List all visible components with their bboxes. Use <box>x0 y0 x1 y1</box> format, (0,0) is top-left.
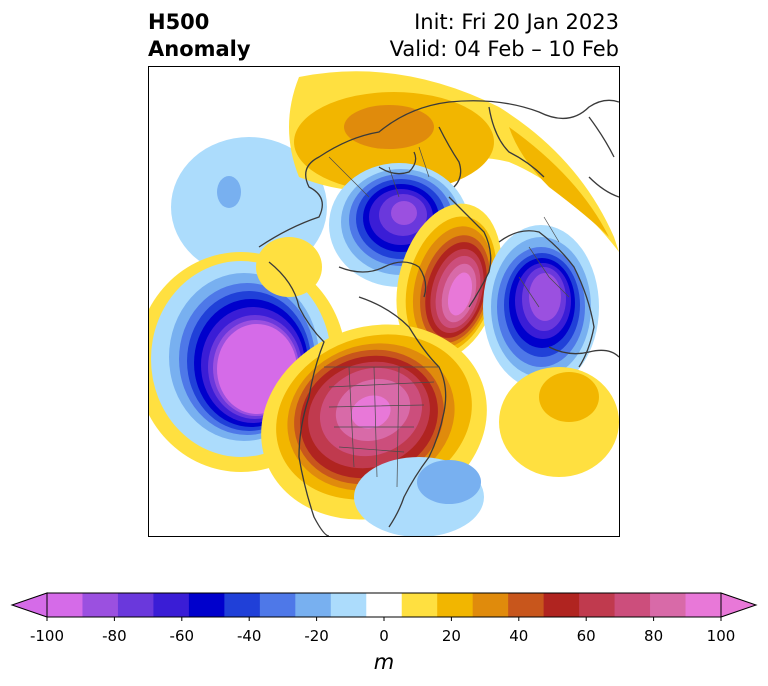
colorbar-tick-label: -40 <box>236 627 262 645</box>
colorbar-unit-label: m <box>373 650 395 674</box>
colorbar-swatch <box>543 593 580 617</box>
colorbar-tick-label: -80 <box>102 627 127 645</box>
colorbar-tick-label: -100 <box>29 627 65 645</box>
negative-anomaly-region-subtropical-atlantic <box>354 457 484 536</box>
colorbar-swatch <box>614 593 651 617</box>
colorbar <box>10 592 758 621</box>
colorbar-swatch <box>366 593 403 617</box>
colorbar-swatch <box>259 593 296 617</box>
colorbar-tick-label: 80 <box>644 627 664 645</box>
positive-anomaly-region-alaska <box>256 237 322 297</box>
colorbar-tick-label: 60 <box>576 627 596 645</box>
valid-range-label: Valid: 04 Feb – 10 Feb <box>389 37 619 61</box>
colorbar-swatch <box>579 593 616 617</box>
colorbar-swatch <box>685 593 722 617</box>
colorbar-tick-label: 20 <box>441 627 461 645</box>
colorbar-tick-label: 0 <box>379 627 389 645</box>
colorbar-swatch <box>295 593 332 617</box>
colorbar-tick-label: 100 <box>706 627 736 645</box>
positive-anomaly-region-arctic <box>289 71 619 253</box>
colorbar-tick-label: -60 <box>169 627 195 645</box>
colorbar-tick-label: -20 <box>304 627 329 645</box>
colorbar-swatch <box>472 593 509 617</box>
colorbar-swatch <box>224 593 261 617</box>
colorbar-swatch <box>82 593 119 617</box>
colorbar-swatch <box>330 593 367 617</box>
map-subtitle: Anomaly <box>148 37 251 61</box>
negative-anomaly-region-scandinavia <box>483 225 599 389</box>
colorbar-extend-low-arrow <box>10 592 48 618</box>
coastlines <box>258 99 619 536</box>
map-title: H500 <box>148 10 210 34</box>
anomaly-map <box>148 66 620 537</box>
political-borders <box>324 146 570 488</box>
positive-anomaly-region-greenland <box>396 203 502 361</box>
colorbar-swatch <box>650 593 687 617</box>
colorbar-swatch <box>47 593 83 617</box>
colorbar-swatch <box>188 593 225 617</box>
init-date-label: Init: Fri 20 Jan 2023 <box>414 10 619 34</box>
colorbar-swatch <box>117 593 154 617</box>
negative-anomaly-region-northeast-pacific <box>149 252 346 472</box>
colorbar-swatch <box>508 593 545 617</box>
colorbar-swatch <box>401 593 438 617</box>
colorbar-extend-high-arrow <box>720 592 758 618</box>
colorbar-swatch <box>153 593 190 617</box>
colorbar-tick-label: 40 <box>509 627 529 645</box>
positive-anomaly-region-north-atlantic <box>499 367 619 477</box>
colorbar-swatch <box>437 593 474 617</box>
